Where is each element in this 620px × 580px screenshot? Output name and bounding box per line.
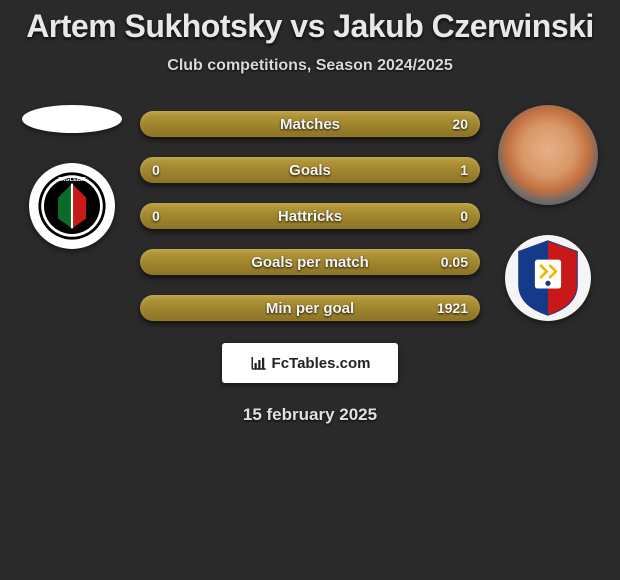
comparison-card: Artem Sukhotsky vs Jakub Czerwinski Club… — [0, 0, 620, 425]
right-column — [498, 105, 598, 321]
left-club-badge: ZAGLEBIE — [29, 163, 115, 249]
stat-left-value: 0 — [152, 162, 160, 178]
brand-box[interactable]: FcTables.com — [222, 343, 398, 383]
stat-right-value: 0.05 — [441, 254, 468, 270]
stat-right-value: 1921 — [437, 300, 468, 316]
left-player-avatar — [22, 105, 122, 133]
stat-label: Goals — [289, 162, 331, 179]
stat-bar-goals-per-match: Goals per match 0.05 — [140, 249, 480, 275]
stat-right-value: 0 — [460, 208, 468, 224]
brand-text: FcTables.com — [272, 355, 371, 372]
stat-label: Matches — [280, 116, 340, 133]
piast-crest-icon — [515, 240, 581, 316]
stat-label: Hattricks — [278, 208, 342, 225]
date-text: 15 february 2025 — [0, 405, 620, 425]
stat-bar-matches: Matches 20 — [140, 111, 480, 137]
right-player-avatar — [498, 105, 598, 205]
svg-text:ZAGLEBIE: ZAGLEBIE — [58, 177, 87, 183]
stat-bars: Matches 20 0 Goals 1 0 Hattricks 0 Goals… — [140, 105, 480, 321]
subtitle: Club competitions, Season 2024/2025 — [0, 57, 620, 75]
stat-bar-hattricks: 0 Hattricks 0 — [140, 203, 480, 229]
stat-left-value: 0 — [152, 208, 160, 224]
stat-right-value: 20 — [452, 116, 468, 132]
page-title: Artem Sukhotsky vs Jakub Czerwinski — [0, 8, 620, 45]
stat-bar-min-per-goal: Min per goal 1921 — [140, 295, 480, 321]
stat-label: Min per goal — [266, 300, 354, 317]
stat-right-value: 1 — [460, 162, 468, 178]
stat-bar-goals: 0 Goals 1 — [140, 157, 480, 183]
stat-label: Goals per match — [251, 254, 369, 271]
zaglebie-crest-icon: ZAGLEBIE — [37, 171, 107, 241]
main-row: ZAGLEBIE Matches 20 0 Goals 1 0 Hattrick… — [0, 105, 620, 321]
right-club-badge — [505, 235, 591, 321]
left-column: ZAGLEBIE — [22, 105, 122, 249]
chart-icon — [250, 354, 268, 372]
